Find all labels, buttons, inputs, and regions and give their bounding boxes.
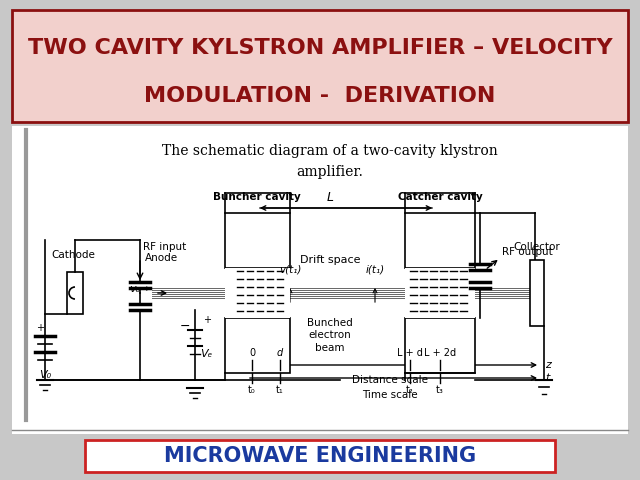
- Text: Buncher cavity: Buncher cavity: [213, 192, 301, 202]
- Text: Drift space: Drift space: [300, 255, 360, 265]
- Text: L + 2d: L + 2d: [424, 348, 456, 358]
- Text: Bunched
electron
beam: Bunched electron beam: [307, 318, 353, 353]
- Text: The schematic diagram of a two-cavity klystron
amplifier.: The schematic diagram of a two-cavity kl…: [162, 144, 498, 179]
- Bar: [225, 268, 290, 318]
- Text: t: t: [545, 373, 549, 383]
- Text: MICROWAVE ENGINEERING: MICROWAVE ENGINEERING: [164, 446, 476, 466]
- Text: d: d: [277, 348, 283, 358]
- Text: z: z: [545, 360, 551, 370]
- Bar: [12, 10, 628, 122]
- Bar: [530, 260, 544, 326]
- Text: v(t₁): v(t₁): [279, 265, 301, 275]
- Text: t₀: t₀: [248, 385, 256, 395]
- Text: Vₑ: Vₑ: [200, 349, 212, 359]
- Text: Distance scale: Distance scale: [352, 375, 428, 385]
- Bar: [405, 318, 475, 373]
- Text: TWO CAVITY KYLSTRON AMPLIFIER – VELOCITY: TWO CAVITY KYLSTRON AMPLIFIER – VELOCITY: [28, 38, 612, 58]
- Text: −: −: [180, 320, 190, 333]
- Text: Time scale: Time scale: [362, 390, 418, 400]
- Bar: [12, 126, 628, 434]
- Bar: [405, 213, 475, 268]
- Bar: [85, 440, 555, 472]
- Bar: [405, 268, 475, 318]
- Text: +: +: [36, 323, 44, 333]
- Bar: [225, 213, 290, 268]
- Text: V₀: V₀: [39, 370, 51, 380]
- Text: MODULATION -  DERIVATION: MODULATION - DERIVATION: [144, 86, 496, 106]
- Text: v₀→: v₀→: [129, 284, 150, 294]
- Text: RF input: RF input: [143, 242, 186, 252]
- Bar: [225, 318, 290, 373]
- Text: Catcher cavity: Catcher cavity: [397, 192, 483, 202]
- Text: RF output: RF output: [502, 247, 553, 257]
- Text: Anode: Anode: [145, 253, 178, 263]
- Text: L + d: L + d: [397, 348, 423, 358]
- Text: +: +: [203, 315, 211, 325]
- Text: 0: 0: [249, 348, 255, 358]
- Text: Collector: Collector: [514, 242, 561, 252]
- Text: Cathode: Cathode: [51, 250, 95, 260]
- Text: t₂: t₂: [406, 385, 414, 395]
- Bar: [67, 272, 83, 314]
- Text: i(t₁): i(t₁): [365, 265, 385, 275]
- Text: t₁: t₁: [276, 385, 284, 395]
- Text: L: L: [326, 191, 333, 204]
- Text: t₃: t₃: [436, 385, 444, 395]
